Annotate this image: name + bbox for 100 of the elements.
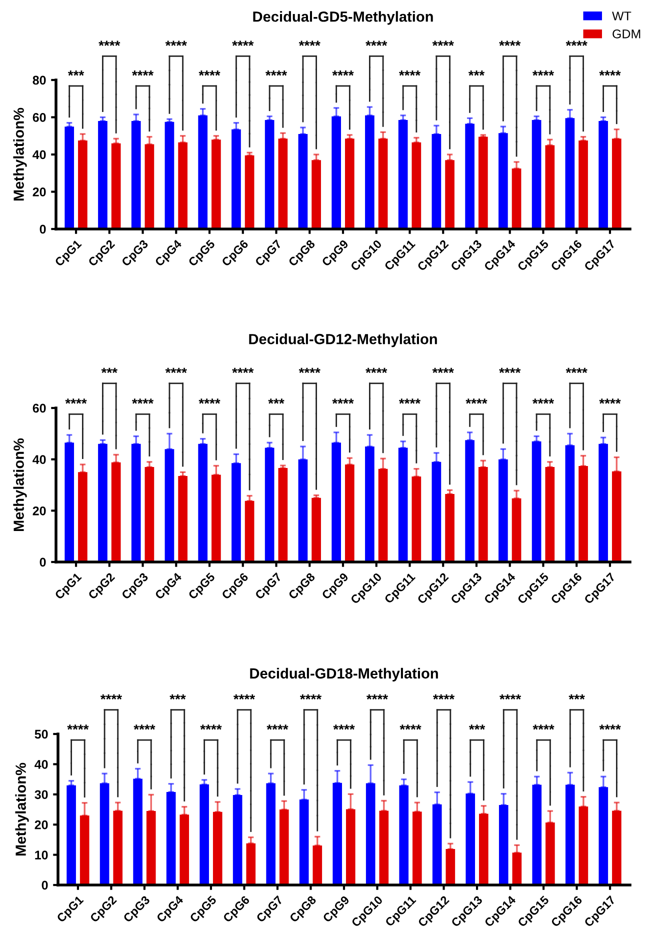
bar	[445, 494, 454, 562]
y-tick-label: 40	[32, 455, 46, 464]
text: ****	[400, 724, 422, 730]
bar	[366, 783, 376, 885]
bar	[244, 155, 254, 229]
bar	[532, 120, 542, 229]
bar	[146, 811, 156, 885]
chart-title: Decidual-GD18-Methylation	[250, 668, 438, 682]
bar	[532, 784, 542, 885]
bar	[512, 498, 522, 562]
bar	[332, 782, 342, 885]
bar	[578, 140, 588, 229]
y-tick-label: 40	[34, 760, 48, 769]
text: ****	[298, 40, 320, 46]
bar	[479, 814, 488, 885]
bar	[478, 467, 488, 562]
bar	[264, 120, 274, 229]
bar	[412, 476, 422, 562]
bar	[278, 468, 288, 562]
bar	[398, 120, 408, 229]
text: ****	[599, 398, 621, 404]
text: ****	[499, 368, 521, 374]
bar	[98, 120, 108, 229]
bar	[546, 822, 555, 885]
bar	[78, 140, 88, 229]
bar	[565, 118, 575, 229]
bar	[512, 168, 522, 229]
text: ***	[101, 368, 118, 374]
bar	[612, 471, 622, 562]
text: ****	[198, 70, 220, 76]
bar	[445, 160, 454, 229]
bar	[466, 793, 476, 885]
text: ***	[468, 724, 486, 730]
bar	[212, 140, 221, 229]
text: ****	[332, 398, 354, 404]
text: ****	[599, 70, 621, 76]
text: ***	[468, 70, 485, 76]
bar	[598, 444, 608, 562]
text: ****	[366, 40, 388, 46]
text: ****	[165, 368, 187, 374]
text: ****	[233, 694, 256, 700]
bar	[264, 448, 274, 562]
bar	[332, 442, 341, 562]
legend-label: GDM	[612, 29, 640, 38]
bar	[100, 783, 110, 885]
text: ***	[568, 694, 585, 700]
text: ****	[300, 694, 322, 700]
bar	[578, 806, 588, 885]
bar	[332, 116, 341, 229]
text: ****	[298, 368, 320, 374]
bar	[346, 809, 356, 885]
bar	[246, 843, 256, 885]
bar	[545, 467, 555, 562]
bar	[498, 804, 508, 885]
bar	[198, 444, 208, 562]
bar	[232, 129, 241, 229]
bar	[133, 778, 142, 885]
bar	[164, 122, 174, 229]
bar	[166, 792, 176, 885]
bar	[399, 785, 409, 885]
bar	[111, 143, 121, 229]
y-tick-label: 50	[34, 730, 48, 739]
bar	[64, 126, 74, 229]
y-axis-title: Methylation%	[13, 438, 27, 532]
bar	[432, 462, 442, 562]
bar	[180, 814, 190, 885]
y-tick-label: 60	[32, 113, 46, 122]
bar	[98, 444, 108, 562]
text: ****	[366, 694, 388, 700]
bar	[232, 795, 242, 885]
bar	[131, 120, 141, 229]
y-tick-label: 80	[32, 76, 46, 85]
text: ****	[134, 724, 156, 730]
y-tick-label: 10	[35, 850, 48, 860]
bar	[144, 467, 154, 562]
bar	[212, 812, 222, 885]
text: ***	[68, 70, 84, 76]
bar	[113, 810, 123, 885]
text: ****	[466, 398, 488, 404]
bar	[432, 804, 442, 885]
bar	[378, 468, 388, 562]
bar	[432, 134, 442, 229]
y-tick-label: 40	[32, 150, 46, 160]
bar	[498, 459, 508, 562]
bar	[178, 476, 188, 562]
text: ***	[170, 694, 186, 700]
text: ****	[366, 368, 388, 374]
bar	[232, 463, 241, 562]
y-tick-label: 20	[32, 506, 46, 516]
text: ****	[98, 40, 120, 46]
bar	[244, 500, 254, 562]
chart-title: Decidual-GD5-Methylation	[253, 11, 433, 25]
text: ****	[566, 368, 588, 374]
text: ****	[132, 398, 154, 404]
text: ****	[198, 398, 220, 404]
bar	[398, 448, 408, 562]
text: ****	[500, 694, 522, 700]
text: ****	[67, 724, 89, 730]
y-axis-title: Methylation%	[13, 108, 27, 201]
bar	[598, 120, 608, 229]
